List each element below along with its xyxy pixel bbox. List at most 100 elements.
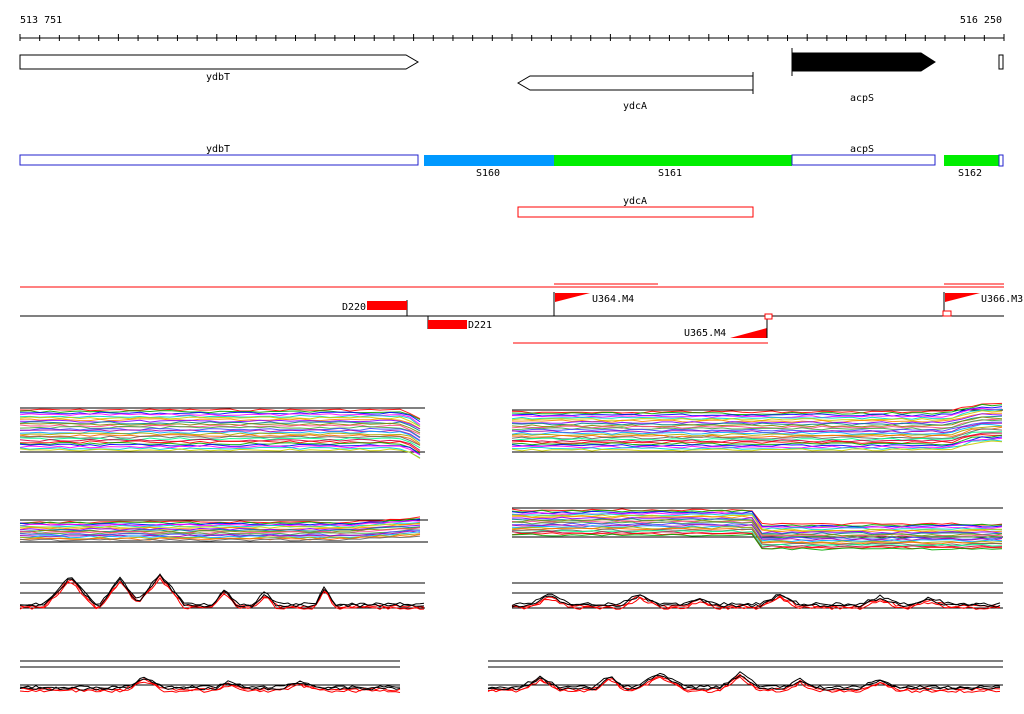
profile-line	[19, 441, 421, 454]
segment-S162-label: S162	[958, 168, 982, 179]
profile-series-line	[19, 574, 425, 609]
profile-line	[19, 521, 421, 528]
expression-panel-2-left	[19, 516, 428, 543]
profile-series-line	[19, 577, 425, 610]
profile-line	[19, 518, 421, 525]
profile-line	[19, 527, 421, 535]
profile-series-line	[487, 674, 1001, 691]
gene-ydcA[interactable]: ydcA	[517, 72, 754, 112]
gene-ydcA-arrow[interactable]	[517, 75, 754, 91]
ruler-ticks	[19, 34, 1005, 41]
gene-next-arrow-stub[interactable]	[998, 54, 1004, 70]
profile-series-line	[511, 593, 1001, 608]
profile-line	[19, 535, 421, 542]
coord-start: 513 751	[20, 15, 62, 26]
segment-end-box[interactable]	[998, 154, 1004, 167]
profile-series-line	[19, 573, 425, 608]
profile-line	[511, 406, 1003, 417]
profile-line	[19, 413, 421, 426]
feature-track: D220 D221 U364.M4 U365.M4 U366.M3	[20, 283, 1023, 344]
profile-line	[511, 416, 1003, 428]
feature-U366-flag[interactable]	[945, 293, 980, 302]
profile-line	[511, 421, 1003, 432]
profile-line	[19, 523, 420, 529]
feature-U364-label: U364.M4	[592, 294, 634, 305]
segment-S161-label: S161	[658, 168, 682, 179]
segment-S160-label: S160	[476, 168, 500, 179]
feature-U364-flag[interactable]	[555, 293, 590, 302]
gene-acpS[interactable]: acpS	[791, 48, 936, 104]
segment-S161[interactable]	[554, 155, 792, 166]
segment-S160[interactable]	[424, 155, 554, 166]
expression-panel-4-right	[487, 660, 1003, 694]
profile-line	[19, 443, 421, 456]
gene-acpS-arrow[interactable]	[791, 52, 936, 72]
gene-ydbT-label: ydbT	[206, 72, 230, 83]
profile-line	[19, 434, 421, 446]
gene-ydbT-arrow[interactable]	[19, 54, 419, 70]
gene-ydcA-label: ydcA	[623, 101, 647, 112]
profile-series-line	[487, 671, 1001, 690]
segment-S162[interactable]	[944, 155, 999, 166]
profile-line	[511, 440, 1003, 452]
profile-line	[19, 416, 421, 427]
profile-line	[19, 427, 421, 439]
profile-line	[19, 446, 421, 459]
expression-panel-3-right	[511, 582, 1003, 611]
profile-line	[19, 437, 421, 449]
segment-ydcA-box[interactable]	[517, 206, 754, 218]
feature-U365-flag[interactable]	[730, 328, 767, 338]
coordinate-ruler: 513 751 516 250	[19, 15, 1005, 41]
profile-line	[512, 516, 1003, 534]
profile-line	[19, 531, 421, 539]
profile-line	[19, 408, 421, 420]
profile-line	[511, 410, 1003, 422]
profile-line	[19, 418, 421, 430]
profile-line	[19, 440, 421, 453]
feature-D220-label: D220	[342, 302, 366, 313]
profile-line	[511, 413, 1003, 425]
profile-line	[512, 407, 1003, 419]
profile-line	[19, 425, 421, 438]
gene-acpS-label: acpS	[850, 93, 874, 104]
feature-U366-label: U366.M3	[981, 294, 1023, 305]
profile-line	[511, 434, 1003, 446]
profile-series-line	[487, 673, 1001, 692]
feature-U366-marker	[942, 310, 952, 317]
profile-series-line	[511, 596, 1001, 611]
coord-end: 516 250	[960, 15, 1002, 26]
gene-ydbT[interactable]: ydbT	[19, 54, 419, 83]
segment-acpS-label: acpS	[850, 144, 874, 155]
profile-series-line	[511, 594, 1001, 609]
profile-line	[19, 520, 421, 527]
profile-line	[511, 439, 1003, 450]
profile-line	[511, 533, 1003, 551]
profile-line	[19, 424, 421, 435]
profile-line	[19, 526, 421, 533]
expression-panel-2-right	[511, 507, 1003, 551]
profile-line	[511, 436, 1003, 448]
profile-line	[511, 426, 1003, 438]
profile-line	[511, 418, 1003, 429]
feature-D220-bar[interactable]	[367, 301, 407, 310]
profile-line	[511, 514, 1003, 532]
profile-line	[511, 433, 1002, 445]
profile-line	[19, 432, 421, 444]
segment-ydbT-box[interactable]	[19, 154, 419, 166]
feature-U365-label: U365.M4	[684, 328, 726, 339]
profile-line	[511, 431, 1003, 441]
profile-series-line	[19, 676, 400, 690]
profile-line	[511, 415, 1003, 426]
profile-line	[511, 515, 1003, 533]
segment-acpS-box[interactable]	[791, 154, 936, 166]
profile-line	[19, 530, 421, 538]
profile-line	[19, 419, 421, 430]
feature-D221-bar[interactable]	[428, 320, 467, 329]
profile-series-line	[487, 676, 1001, 694]
expression-panel-3-left	[19, 573, 425, 610]
profile-line	[511, 508, 1003, 526]
profile-line	[511, 510, 1003, 529]
profile-line	[511, 419, 1003, 431]
gene-arrow-track: ydbT ydcA acpS	[19, 48, 1004, 112]
